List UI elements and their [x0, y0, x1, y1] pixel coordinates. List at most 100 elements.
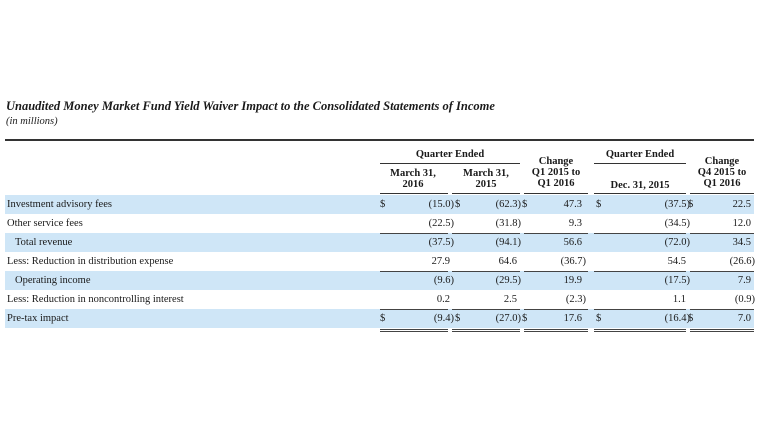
currency-symbol: $	[596, 313, 602, 324]
subtotal-rule	[690, 233, 754, 234]
cell-chg1: 56.6	[563, 237, 582, 248]
total-double-rule	[380, 329, 448, 330]
total-double-rule	[524, 331, 588, 332]
table-row: Less: Reduction in noncontrolling intere…	[5, 290, 755, 309]
total-double-rule	[690, 329, 754, 330]
row-label: Total revenue	[15, 237, 73, 248]
cell-chg1: 47.3	[563, 199, 582, 210]
header-change-q4-line3: Q1 2016	[703, 178, 741, 189]
cell-chg2: 7.9	[737, 275, 751, 286]
table-row: Investment advisory fees (15.0) (62.3) 47.3…	[5, 195, 754, 214]
currency-symbol: $	[596, 199, 602, 210]
cell-chg2: 7.0	[737, 313, 751, 324]
report-subtitle: (in millions)	[6, 116, 58, 127]
cell-mar2016: (37.5)	[428, 237, 454, 248]
header-change-q4-line1: Change	[704, 156, 740, 167]
cell-mar2015: (62.3)	[495, 199, 521, 210]
total-double-rule	[594, 331, 686, 332]
total-double-rule	[452, 331, 520, 332]
cell-dec2015: (17.5)	[664, 275, 690, 286]
row-label: Pre-tax impact	[7, 313, 69, 324]
currency-symbol: $	[380, 199, 386, 210]
subtotal-rule	[524, 233, 588, 234]
cell-chg1: (2.3)	[565, 294, 586, 305]
subtotal-rule	[452, 309, 520, 310]
subtotal-rule	[452, 271, 520, 272]
cell-mar2016: (9.6)	[433, 275, 454, 286]
header-march-2015: March 31, 2015	[451, 168, 521, 190]
table-top-rule	[5, 139, 754, 141]
header-underline-1	[380, 163, 520, 164]
header-dec-2015: Dec. 31, 2015	[610, 180, 670, 191]
cell-dec2015: (16.4)	[664, 313, 690, 324]
cell-chg1: 17.6	[563, 313, 582, 324]
cell-chg1: 9.3	[568, 218, 582, 229]
cell-mar2015: (29.5)	[495, 275, 521, 286]
subtotal-rule	[690, 309, 754, 310]
cell-mar2015: 2.5	[503, 294, 517, 305]
cell-mar2016: (9.4)	[433, 313, 454, 324]
report-title: Unaudited Money Market Fund Yield Waiver…	[6, 99, 495, 113]
subtotal-rule	[594, 271, 686, 272]
header-quarter-ended-2: Quarter Ended	[605, 149, 675, 160]
header-march-2016-line2: 2016	[402, 179, 424, 190]
cell-mar2016: (22.5)	[428, 218, 454, 229]
subtotal-rule	[380, 271, 448, 272]
cell-chg1: 19.9	[563, 275, 582, 286]
cell-mar2016: 0.2	[436, 294, 450, 305]
header-change-q4: Change Q4 2015 to Q1 2016	[690, 156, 754, 189]
header-underline-2	[594, 163, 686, 164]
header-change-q1-line3: Q1 2016	[537, 178, 575, 189]
row-label: Operating income	[15, 275, 91, 286]
cell-chg2: 34.5	[732, 237, 751, 248]
header-march-2016: March 31, 2016	[378, 168, 448, 190]
total-double-rule	[452, 329, 520, 330]
header-col-underline-chg1	[524, 193, 588, 194]
subtotal-rule	[524, 271, 588, 272]
subtotal-rule	[524, 309, 588, 310]
cell-mar2016: 27.9	[431, 256, 450, 267]
table-row: Less: Reduction in distribution expense 2…	[5, 252, 755, 271]
table-row: Operating income (9.6) (29.5) 19.9 (17.5) 7.9	[5, 271, 754, 290]
currency-symbol: $	[455, 199, 461, 210]
row-label: Investment advisory fees	[7, 199, 112, 210]
row-label: Other service fees	[7, 218, 83, 229]
row-label: Less: Reduction in distribution expense	[7, 256, 174, 267]
row-label: Less: Reduction in noncontrolling intere…	[7, 294, 184, 305]
currency-symbol: $	[522, 313, 528, 324]
cell-mar2015: (27.0)	[495, 313, 521, 324]
cell-dec2015: 54.5	[667, 256, 686, 267]
header-change-q4-line2: Q4 2015 to	[697, 167, 747, 178]
table-row: Other service fees (22.5) (31.8) 9.3 (34.5) 1…	[5, 214, 754, 233]
header-col-underline-mar2016	[380, 193, 448, 194]
currency-symbol: $	[380, 313, 386, 324]
subtotal-rule	[690, 271, 754, 272]
subtotal-rule	[452, 233, 520, 234]
cell-mar2015: (31.8)	[495, 218, 521, 229]
header-march-2015-line1: March 31,	[463, 168, 509, 179]
cell-dec2015: 1.1	[672, 294, 686, 305]
cell-dec2015: (72.0)	[664, 237, 690, 248]
subtotal-rule	[380, 233, 448, 234]
currency-symbol: $	[522, 199, 528, 210]
cell-dec2015: (37.5)	[664, 199, 690, 210]
currency-symbol: $	[455, 313, 461, 324]
header-quarter-ended-1: Quarter Ended	[415, 149, 485, 160]
header-march-2016-line1: March 31,	[390, 168, 436, 179]
header-col-underline-mar2015	[452, 193, 520, 194]
header-change-q1-line2: Q1 2015 to	[531, 167, 581, 178]
header-col-underline-dec2015	[594, 193, 686, 194]
table-row: Total revenue (37.5) (94.1) 56.6 (72.0) 34.5	[5, 233, 754, 252]
currency-symbol: $	[688, 313, 694, 324]
total-double-rule	[690, 331, 754, 332]
cell-chg2: 22.5	[732, 199, 751, 210]
cell-mar2015: (94.1)	[495, 237, 521, 248]
cell-dec2015: (34.5)	[664, 218, 690, 229]
table-row: Pre-tax impact (9.4) (27.0) 17.6 (16.4) 7.0 $ $…	[5, 309, 754, 328]
header-col-underline-chg2	[690, 193, 754, 194]
currency-symbol: $	[688, 199, 694, 210]
total-double-rule	[524, 329, 588, 330]
total-double-rule	[594, 329, 686, 330]
cell-chg2: 12.0	[732, 218, 751, 229]
total-double-rule	[380, 331, 448, 332]
